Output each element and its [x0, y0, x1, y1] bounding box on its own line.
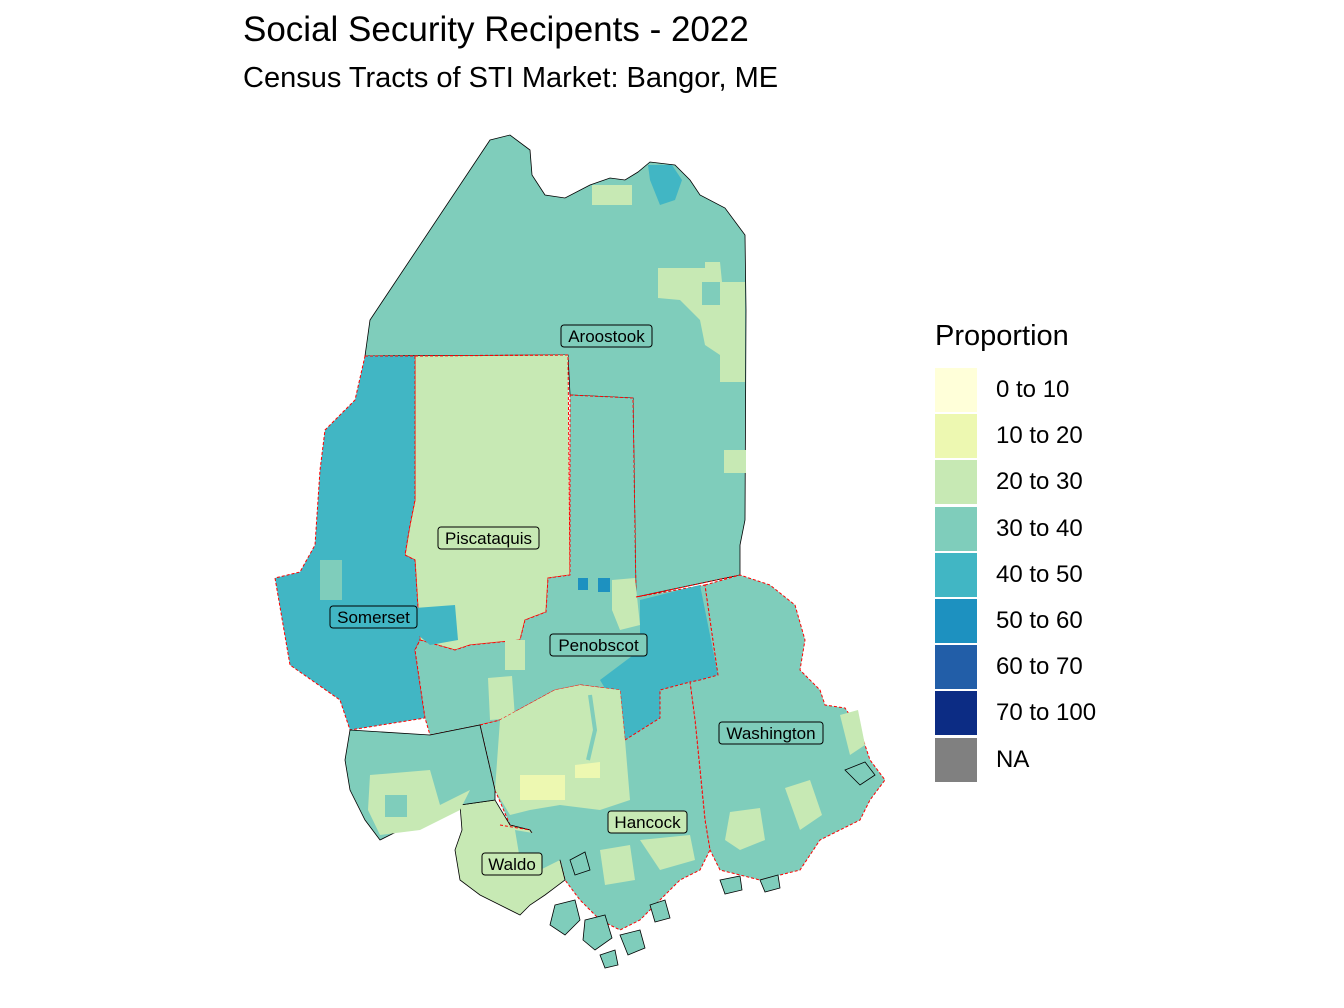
legend-swatch: [935, 599, 977, 644]
legend-items: 0 to 10 10 to 20 20 to 30 30 to 40 40 to 50 5…: [935, 367, 1096, 783]
tract-aroostook-north: [592, 185, 632, 205]
legend-title: Proportion: [935, 320, 1069, 352]
legend-item: 70 to 100: [935, 690, 1096, 736]
map-subtitle: Census Tracts of STI Market: Bangor, ME: [243, 62, 779, 94]
svg-text:Piscataquis: Piscataquis: [445, 529, 532, 548]
tract-hancock-yellow: [520, 775, 565, 800]
legend: Proportion 0 to 10 10 to 20 20 to 30 30 to …: [935, 320, 1096, 783]
legend-label: 20 to 30: [996, 468, 1083, 496]
svg-text:Penobscot: Penobscot: [558, 636, 639, 655]
legend-swatch: [935, 368, 977, 413]
county-somerset[interactable]: [274, 355, 426, 731]
legend-item: NA: [935, 737, 1096, 783]
map-title: Social Security Recipents - 2022: [243, 10, 749, 49]
legend-label: NA: [996, 745, 1030, 773]
county-label-somerset: Somerset: [329, 605, 418, 629]
tract-aroostook-small: [724, 450, 746, 473]
legend-item: 40 to 50: [935, 552, 1096, 598]
legend-label: 50 to 60: [996, 607, 1083, 635]
legend-item: 0 to 10: [935, 367, 1096, 413]
legend-label: 40 to 50: [996, 560, 1083, 588]
svg-text:Somerset: Somerset: [337, 608, 410, 627]
legend-swatch: [935, 460, 977, 505]
legend-item: 20 to 30: [935, 459, 1096, 505]
legend-item: 10 to 20: [935, 413, 1096, 459]
tract-aroostook-north-blue: [648, 165, 682, 205]
legend-swatch: [935, 552, 977, 597]
tract-somerset: [320, 560, 342, 600]
county-label-penobscot: Penobscot: [549, 633, 648, 657]
county-dividers: [364, 354, 741, 831]
tract-penobscot-dark: [578, 578, 588, 590]
legend-swatch: [935, 737, 977, 782]
county-label-waldo: Waldo: [481, 852, 543, 876]
legend-item: 30 to 40: [935, 506, 1096, 552]
legend-swatch: [935, 414, 977, 459]
legend-label: 10 to 20: [996, 422, 1083, 450]
legend-item: 50 to 60: [935, 598, 1096, 644]
county-label-washington: Washington: [718, 721, 824, 745]
tract-aroostook-east: [658, 262, 745, 382]
legend-item: 60 to 70: [935, 644, 1096, 690]
svg-text:Waldo: Waldo: [488, 855, 536, 874]
legend-label: 70 to 100: [996, 699, 1097, 727]
legend-label: 0 to 10: [996, 376, 1070, 404]
tract-penobscot-blue: [600, 585, 718, 740]
svg-text:Washington: Washington: [726, 724, 815, 743]
coastal-islands: [549, 761, 876, 969]
legend-swatch: [935, 506, 977, 551]
svg-text:Aroostook: Aroostook: [568, 327, 645, 346]
legend-label: 60 to 70: [996, 653, 1083, 681]
legend-swatch: [935, 645, 977, 690]
county-label-hancock: Hancock: [607, 810, 688, 834]
legend-swatch: [935, 691, 977, 736]
county-piscataquis[interactable]: [404, 354, 571, 651]
tract-penobscot-light: [612, 578, 640, 630]
county-label-aroostook: Aroostook: [560, 324, 653, 348]
county-label-piscataquis: Piscataquis: [437, 526, 540, 550]
legend-label: 30 to 40: [996, 514, 1083, 542]
svg-text:Hancock: Hancock: [614, 813, 681, 832]
